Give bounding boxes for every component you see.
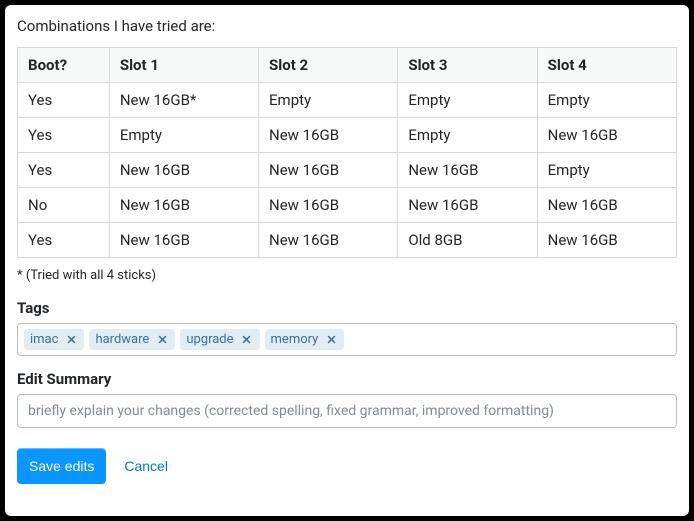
tag-hardware[interactable]: hardware xyxy=(89,329,175,350)
table-cell: New 16GB xyxy=(537,118,676,153)
edit-panel: Combinations I have tried are: Boot? Slo… xyxy=(5,5,689,516)
table-cell: New 16GB xyxy=(109,188,258,223)
table-cell: New 16GB xyxy=(259,223,398,258)
table-cell: Empty xyxy=(537,153,676,188)
tag-label: hardware xyxy=(95,332,149,347)
table-row: Yes New 16GB New 16GB Old 8GB New 16GB xyxy=(18,223,677,258)
table-cell: Yes xyxy=(18,153,110,188)
tags-label: Tags xyxy=(17,299,677,317)
table-header: Boot? xyxy=(18,48,110,83)
cancel-button[interactable]: Cancel xyxy=(124,458,168,474)
table-cell: Yes xyxy=(18,83,110,118)
table-row: Yes Empty New 16GB Empty New 16GB xyxy=(18,118,677,153)
table-cell: Yes xyxy=(18,118,110,153)
tag-label: imac xyxy=(30,332,58,347)
remove-tag-icon[interactable] xyxy=(64,333,78,347)
tag-memory[interactable]: memory xyxy=(265,329,345,350)
table-row: Yes New 16GB New 16GB New 16GB Empty xyxy=(18,153,677,188)
table-cell: New 16GB xyxy=(109,223,258,258)
table-row: Yes New 16GB* Empty Empty Empty xyxy=(18,83,677,118)
table-cell: New 16GB xyxy=(398,153,537,188)
remove-tag-icon[interactable] xyxy=(324,333,338,347)
table-cell: Empty xyxy=(398,83,537,118)
table-cell: No xyxy=(18,188,110,223)
table-cell: Empty xyxy=(537,83,676,118)
table-header: Slot 2 xyxy=(259,48,398,83)
actions-row: Save edits Cancel xyxy=(17,448,677,484)
tag-label: memory xyxy=(271,332,319,347)
table-cell: New 16GB xyxy=(537,188,676,223)
table-cell: Old 8GB xyxy=(398,223,537,258)
edit-summary-label: Edit Summary xyxy=(17,370,677,388)
table-cell: Empty xyxy=(259,83,398,118)
table-cell: New 16GB xyxy=(259,118,398,153)
table-cell: New 16GB xyxy=(537,223,676,258)
table-cell: New 16GB xyxy=(109,153,258,188)
table-header: Slot 3 xyxy=(398,48,537,83)
tags-input[interactable]: imac hardware upgrade memory xyxy=(17,323,677,356)
intro-text: Combinations I have tried are: xyxy=(17,17,677,35)
table-row: No New 16GB New 16GB New 16GB New 16GB xyxy=(18,188,677,223)
footnote-text: * (Tried with all 4 sticks) xyxy=(17,268,677,283)
table-cell: New 16GB xyxy=(259,188,398,223)
table-header: Slot 4 xyxy=(537,48,676,83)
table-cell: Empty xyxy=(109,118,258,153)
tag-imac[interactable]: imac xyxy=(24,329,84,350)
tag-upgrade[interactable]: upgrade xyxy=(180,329,259,350)
table-cell: New 16GB xyxy=(259,153,398,188)
remove-tag-icon[interactable] xyxy=(240,333,254,347)
table-cell: Empty xyxy=(398,118,537,153)
table-cell: New 16GB xyxy=(398,188,537,223)
table-header: Slot 1 xyxy=(109,48,258,83)
table-cell: Yes xyxy=(18,223,110,258)
table-cell: New 16GB* xyxy=(109,83,258,118)
edit-summary-input[interactable] xyxy=(17,394,677,428)
save-edits-button[interactable]: Save edits xyxy=(17,448,106,484)
remove-tag-icon[interactable] xyxy=(155,333,169,347)
tag-label: upgrade xyxy=(186,332,233,347)
combinations-table: Boot? Slot 1 Slot 2 Slot 3 Slot 4 Yes Ne… xyxy=(17,47,677,258)
